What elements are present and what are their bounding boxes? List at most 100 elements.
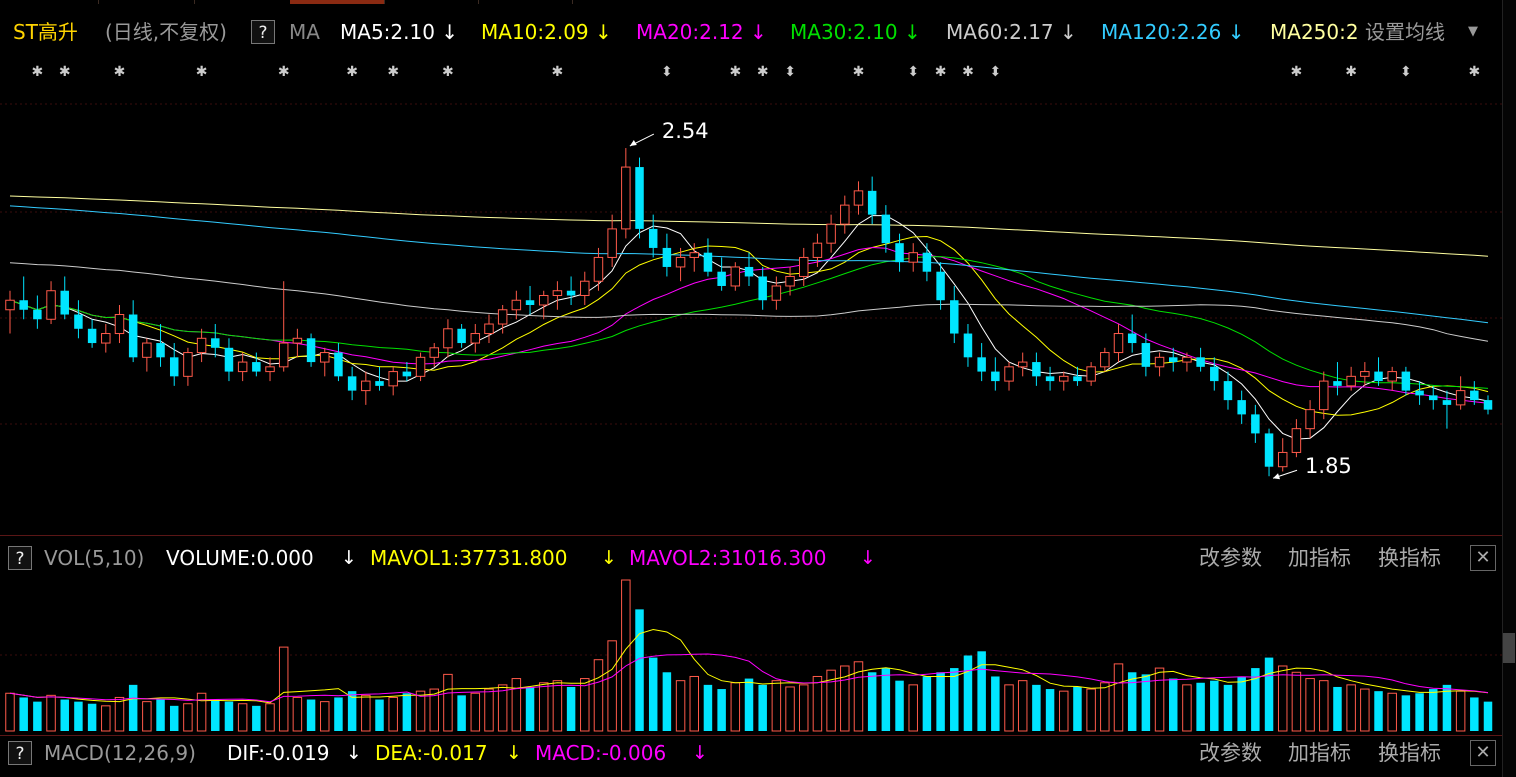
event-marker-icon: ✱ [729,64,741,80]
ma-label: MA60:2.17 ↓ [946,20,1077,44]
event-marker-icon: ✱ [1291,64,1303,80]
candlestick [278,281,289,372]
main-chart-header: ST高升 (日线,不复权) ? MA MA5:2.10 ↓ MA10:2.09 ↓… [0,17,1500,47]
candle-body [5,299,15,311]
close-icon[interactable]: ✕ [1470,545,1496,571]
volume-bar [211,699,220,731]
candlestick [46,281,56,325]
volume-indicator-name[interactable]: VOL(5,10) [44,546,145,570]
candle-body [744,266,754,277]
vertical-scrollbar[interactable] [1502,0,1516,777]
candle-body [977,357,986,372]
candlestick [470,324,481,353]
scrollbar-thumb[interactable] [1503,633,1515,663]
candlestick [169,343,179,386]
macd-header: ? MACD(12,26,9) DIF:-0.019 ↓ DEA:-0.017 … [0,738,1500,768]
period-tab[interactable] [384,0,479,4]
volume-bar [950,668,959,731]
period-tab[interactable] [98,0,195,4]
candle-body [457,328,466,344]
candlestick [402,362,412,382]
event-marker-icon: ✱ [114,64,126,80]
add-indicator-button[interactable]: 加指标 [1288,546,1351,570]
volume-ma-lines [9,628,1489,704]
candle-body [169,357,179,377]
dea-value: DEA:-0.017 [375,741,488,765]
candlestick [1182,352,1192,372]
candle-body [252,362,261,372]
swap-indicator-button[interactable]: 换指标 [1378,546,1441,570]
ma-settings-button[interactable]: 设置均线 [1365,17,1445,47]
candlestick [87,319,97,348]
candlestick [484,314,494,344]
volume-bar [1210,680,1219,731]
swap-indicator-button[interactable]: 换指标 [1378,741,1441,765]
period-tab-active[interactable] [290,0,385,4]
candlestick [511,290,522,320]
candlestick [1100,347,1110,372]
volume-bar [497,684,508,732]
close-icon[interactable]: ✕ [1470,740,1496,766]
period-tab[interactable] [478,0,573,4]
candle-body [1401,371,1411,391]
event-marker-icon: ⬍ [661,64,673,80]
candle-body [375,381,384,386]
arrow-down-icon: ↓ [601,547,617,569]
event-marker-icon: ✱ [278,64,290,80]
volume-bar [991,676,1000,731]
caret-down-icon[interactable]: ▼ [1468,24,1478,39]
candle-body [1333,381,1342,386]
mavol1-value: MAVOL1:37731.800 [370,546,568,570]
volume-bar [470,692,481,732]
volume-bar [361,694,371,732]
candle-body [675,256,686,268]
event-marker-icon: ✱ [935,64,947,80]
volume-bar [1291,671,1302,732]
candle-body [1059,375,1069,382]
candle-body [1210,366,1219,382]
candlestick [1059,371,1069,391]
candle-body [1196,357,1205,367]
volume-bar [402,693,412,731]
candle-body [74,314,83,329]
period-tab[interactable] [0,0,99,4]
macd-indicator-name[interactable]: MACD(12,26,9) [44,741,196,765]
candlestick [840,195,850,234]
candlestick [320,347,330,377]
ma-label: MA250:2 [1270,20,1359,44]
candlestick [1004,362,1014,391]
volume-bar [1442,684,1452,731]
volume-bar [169,705,179,731]
candlestick [1237,390,1246,424]
candle-body [895,243,904,263]
volume-bar [867,672,877,731]
volume-bar [347,691,357,731]
help-button[interactable]: ? [8,546,32,570]
change-params-button[interactable]: 改参数 [1199,546,1262,570]
volume-bar [1086,688,1096,732]
volume-bar [1305,678,1315,732]
help-button[interactable]: ? [8,741,32,765]
help-button[interactable]: ? [251,20,275,44]
event-marker-icon: ✱ [196,64,208,80]
volume-bar [224,701,234,731]
candle-body [101,333,111,344]
candle-body [19,300,28,310]
candle-body [648,228,658,248]
indicator-name[interactable]: MA [289,20,320,44]
stock-name[interactable]: ST高升 [13,20,78,44]
volume-bar [388,696,398,732]
candlestick [74,300,83,339]
volume-bar [963,655,973,731]
volume-bar [74,701,83,731]
candlestick [1333,362,1342,396]
candlestick [375,366,384,391]
candlestick [1319,371,1329,420]
candle-body [812,242,823,258]
add-indicator-button[interactable]: 加指标 [1288,741,1351,765]
change-params-button[interactable]: 改参数 [1199,741,1262,765]
candlestick [1442,390,1452,429]
candlestick [1374,357,1383,386]
candlestick [1141,333,1151,377]
volume-bar [1032,684,1041,731]
